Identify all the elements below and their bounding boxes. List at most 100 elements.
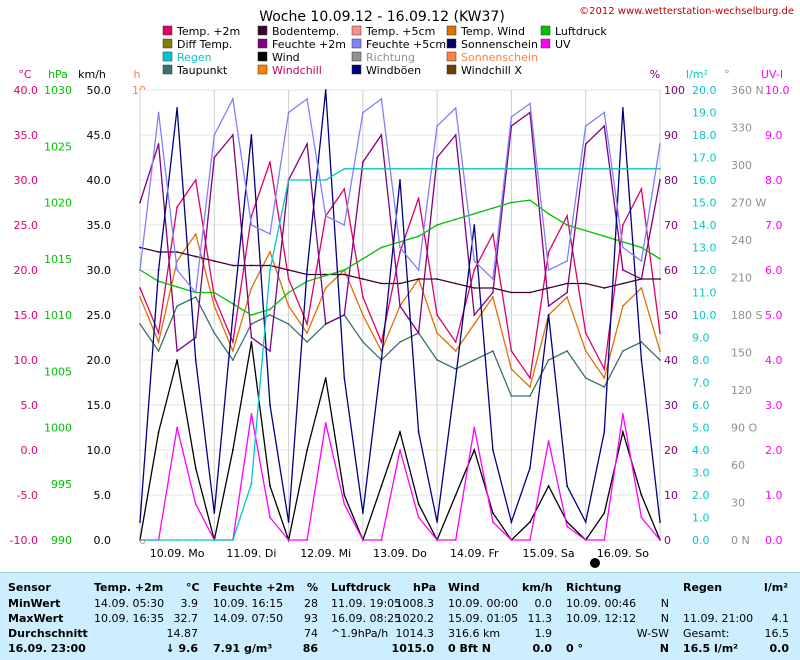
stats-cell-wind-value: 0.0: [534, 597, 553, 610]
series-point: [250, 482, 253, 485]
series-point: [250, 323, 253, 325]
series-point: [547, 305, 550, 307]
legend-label: Feuchte +5cm: [366, 38, 446, 51]
series-point: [361, 296, 364, 298]
series-point: [139, 323, 141, 325]
series-point: [176, 426, 179, 429]
humidity-axis-tick: 50: [664, 309, 678, 322]
humidity-axis-unit: %: [650, 68, 660, 81]
series-point: [603, 377, 606, 379]
rain-axis-tick: 4.0: [692, 444, 710, 457]
humidity-axis-tick: 70: [664, 219, 678, 232]
series-point: [491, 350, 494, 352]
humidity-axis-tick: 20: [664, 444, 678, 457]
rain-axis-tick: 17.0: [692, 152, 717, 165]
stats-header-pressure-unit: hPa: [413, 581, 437, 594]
series-point: [269, 251, 271, 253]
series-point: [640, 516, 643, 519]
series-point: [213, 539, 216, 541]
series-point: [473, 359, 476, 361]
direction-axis-tick: 0 N: [731, 534, 750, 547]
series-point: [157, 431, 160, 433]
stats-cell-humidity-time: 7.91 g/m³: [213, 642, 273, 655]
series-point: [399, 179, 401, 181]
stats-cell-pressure-value: 1008.3: [395, 597, 435, 610]
series-point: [640, 278, 643, 280]
wind-axis-tick: 0.0: [94, 534, 112, 547]
series-point: [176, 107, 179, 109]
series-point: [343, 273, 346, 276]
series-point: [659, 350, 661, 352]
series-point: [417, 278, 420, 280]
series-point: [473, 449, 476, 451]
series-point: [139, 539, 141, 541]
series-point: [269, 233, 271, 235]
stats-cell-humidity-time: 14.09. 07:50: [213, 612, 284, 625]
stats-cell-humidity-value: 28: [304, 597, 318, 610]
series-point: [436, 167, 439, 170]
series-point: [324, 377, 327, 379]
series-point: [621, 167, 624, 170]
series-point: [231, 134, 234, 136]
series-point: [603, 167, 606, 170]
pressure-axis-tick: 1015: [44, 253, 72, 266]
wind-axis-tick: 30.0: [87, 264, 112, 277]
temp-axis-tick: 5.0: [21, 399, 39, 412]
day-label: 15.09. Sa: [522, 547, 574, 560]
series-point: [399, 305, 401, 307]
stats-cell-temp-value: 32.7: [173, 612, 199, 625]
direction-axis-tick: 120: [731, 384, 752, 397]
legend-label: Regen: [177, 51, 212, 64]
series-point: [510, 291, 513, 294]
temp-axis-tick: 40.0: [14, 84, 39, 97]
series-point: [454, 377, 457, 379]
legend-swatch: [351, 64, 362, 75]
series-point: [417, 516, 420, 519]
series-point: [157, 111, 160, 114]
pressure-axis-tick: 1030: [44, 84, 72, 97]
legend-swatch: [257, 64, 268, 75]
humidity-axis-tick: 0: [664, 534, 671, 547]
series-point: [491, 296, 494, 298]
series-point: [510, 201, 513, 204]
series-point: [399, 341, 401, 343]
legend-swatch: [162, 38, 173, 49]
stats-cell-wind-time: 316.6 km: [448, 627, 501, 640]
series-point: [417, 431, 420, 433]
series-point: [566, 167, 569, 170]
day-label: 14.09. Fr: [450, 547, 499, 560]
series-point: [176, 539, 179, 541]
series-point: [436, 332, 439, 334]
series-point: [380, 282, 383, 285]
rain-axis-tick: 13.0: [692, 242, 717, 255]
series-point: [306, 98, 309, 100]
series-point: [194, 179, 197, 181]
series-point: [640, 341, 643, 343]
temp-axis-tick: 10.0: [14, 354, 39, 367]
stats-cell-wind-value: 1.9: [534, 627, 553, 640]
series-point: [454, 494, 457, 496]
series-point: [454, 107, 457, 109]
stats-row: 16.09. 23:00 ↓ 9.6 7.91 g/m³ 86 1015.0 0 Bft …: [0, 642, 800, 657]
series-point: [436, 539, 439, 541]
series-point: [621, 246, 624, 249]
series-point: [213, 134, 216, 136]
pressure-axis-tick: 1025: [44, 140, 72, 153]
direction-axis-tick: 30: [731, 497, 745, 510]
legend-swatch: [446, 51, 457, 62]
series-point: [473, 224, 476, 226]
series-point: [603, 431, 606, 433]
series-point: [640, 167, 643, 170]
stats-header-wind: Wind: [448, 581, 480, 594]
series-point: [176, 206, 179, 208]
legend-swatch: [257, 51, 268, 62]
series-point: [621, 107, 624, 109]
series-point: [640, 359, 643, 361]
series-point: [380, 98, 383, 100]
pressure-axis-tick: 1005: [44, 365, 72, 378]
wind-axis-tick: 20.0: [87, 354, 112, 367]
series-point: [603, 235, 606, 238]
series-point: [269, 269, 271, 271]
stats-cell-rain-time: Gesamt:: [683, 627, 730, 640]
series-point: [436, 224, 439, 226]
